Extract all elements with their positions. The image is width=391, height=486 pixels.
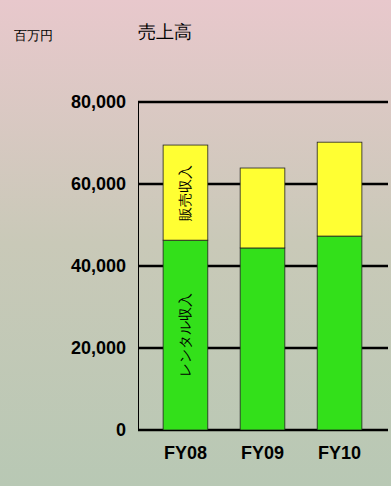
x-tick-label: FY09: [241, 443, 284, 463]
y-axis-line: [138, 103, 139, 431]
bars: [163, 142, 362, 430]
bar-segment: [240, 248, 285, 430]
x-tick-label: FY08: [164, 443, 207, 463]
y-tick-label: 80,000: [71, 92, 126, 112]
x-tick: FY09: [241, 430, 284, 463]
bar-segment: [317, 236, 362, 430]
grid: [138, 102, 388, 430]
bar-segment: [317, 142, 362, 236]
y-axis: 0 20,000 40,000 60,000 80,000: [71, 92, 139, 440]
y-tick: 60,000: [71, 174, 138, 194]
y-axis-title: 百万円: [14, 28, 53, 43]
y-tick-label: 40,000: [71, 256, 126, 276]
x-tick: FY10: [318, 430, 361, 463]
title: 売上高: [138, 22, 192, 42]
y-tick-label: 0: [116, 420, 126, 440]
bar-segment: [163, 145, 208, 240]
x-tick: FY08: [164, 430, 207, 463]
background: [0, 0, 391, 486]
grid-line: [138, 101, 388, 104]
y-tick: 20,000: [71, 338, 138, 358]
bar-segment: [240, 168, 285, 248]
x-tick-label: FY10: [318, 443, 361, 463]
y-tick-label: 20,000: [71, 338, 126, 358]
y-tick: 80,000: [71, 92, 138, 112]
x-axis: FY08 FY09 FY10: [164, 430, 361, 463]
series-label: レンタル収入: [177, 293, 193, 377]
bar-segment: [163, 240, 208, 430]
y-tick-label: 60,000: [71, 174, 126, 194]
series-label: 販売収入: [177, 165, 193, 221]
y-tick: 40,000: [71, 256, 138, 276]
chart: 0 20,000 40,000 60,000 80,000 FY08 FY09 FY10 レンタ…: [0, 0, 391, 486]
y-tick: 0: [116, 420, 138, 440]
